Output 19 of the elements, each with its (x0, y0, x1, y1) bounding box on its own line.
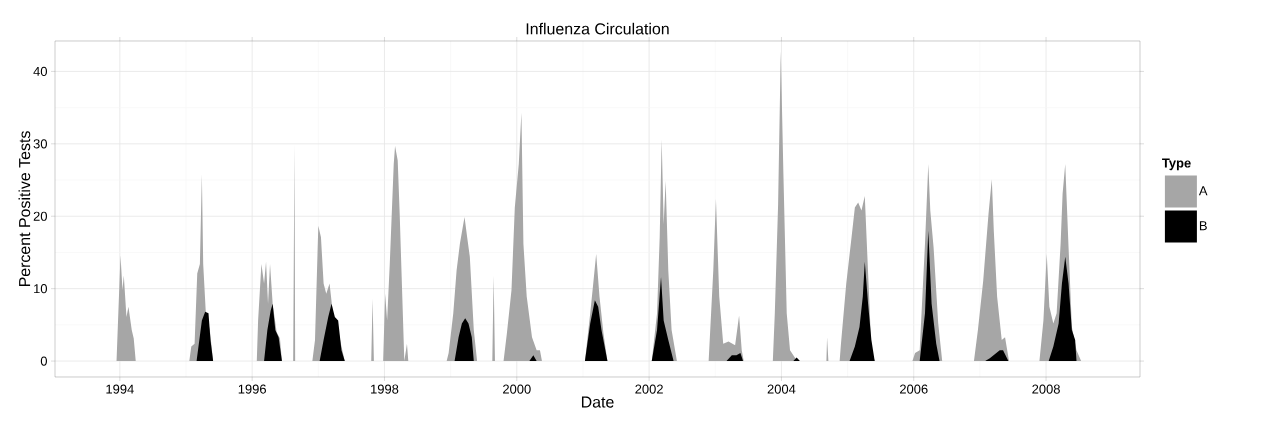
y-tick-label: 20 (33, 211, 47, 221)
chart-title: Influenza Circulation (526, 22, 669, 35)
x-tick-label: 2006 (899, 384, 928, 394)
x-tick-label: 1996 (238, 384, 266, 394)
y-axis-title: Percent Positive Tests (18, 131, 31, 287)
x-tick-label: 2008 (1032, 384, 1060, 394)
y-tick-label: 40 (33, 66, 47, 76)
y-tick-label: 10 (34, 284, 47, 294)
x-tick-label: 1994 (106, 384, 134, 394)
x-tick-label: 2004 (767, 384, 796, 394)
text: B (1199, 221, 1207, 231)
x-tick-label: 2000 (503, 384, 531, 394)
text: A (1198, 186, 1208, 196)
x-tick-label: 1998 (371, 384, 399, 394)
legend-title: Type (1162, 158, 1191, 171)
x-tick-label: 2002 (635, 384, 663, 394)
y-tick-label: 30 (33, 139, 47, 149)
x-axis-title: Date (581, 396, 614, 408)
y-tick-label: 0 (40, 356, 47, 366)
